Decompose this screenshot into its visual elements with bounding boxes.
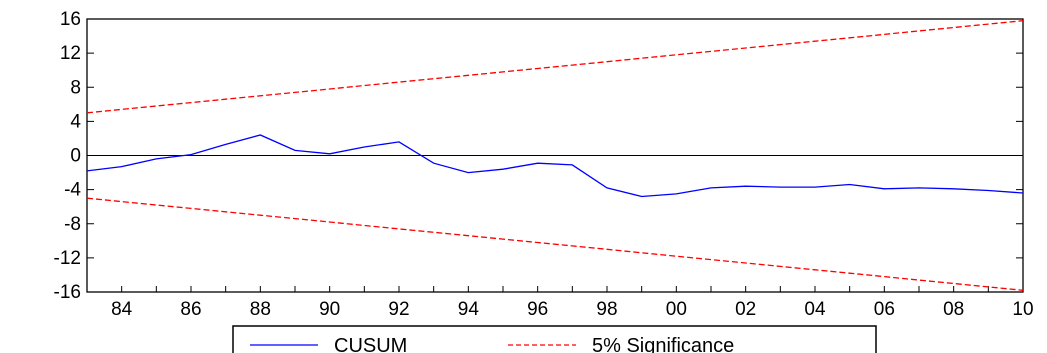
x-tick-label: 96 (527, 299, 548, 320)
x-tick-label: 94 (458, 299, 480, 320)
x-tick-label: 92 (388, 299, 409, 320)
y-tick-label: -8 (64, 214, 81, 235)
y-tick-label: -4 (64, 180, 81, 201)
x-tick-label: 86 (180, 299, 201, 320)
y-tick-label: 0 (70, 146, 81, 167)
y-tick-label: 8 (70, 77, 81, 98)
upper-significance-line (86, 20, 1024, 114)
y-tick-label: 16 (60, 9, 81, 30)
legend: CUSUM 5% Significance (232, 325, 877, 353)
legend-cusum-label: CUSUM (334, 335, 407, 353)
x-tick-label: 84 (111, 299, 133, 320)
x-tick-label: 88 (250, 299, 271, 320)
y-tick-label: 4 (70, 111, 81, 132)
cusum-line (86, 134, 1024, 198)
x-tick-label: 10 (1012, 299, 1033, 320)
x-tick-label: 08 (943, 299, 964, 320)
x-tick-label: 04 (804, 299, 826, 320)
legend-significance-label: 5% Significance (592, 335, 734, 353)
x-tick-label: 06 (874, 299, 895, 320)
x-tick-label: 00 (666, 299, 687, 320)
x-tick-label: 98 (596, 299, 617, 320)
y-tick-label: -16 (54, 282, 81, 303)
legend-box (232, 325, 877, 353)
x-tick-label: 90 (319, 299, 340, 320)
y-tick-label: 12 (60, 43, 81, 64)
x-tick-label: 02 (735, 299, 756, 320)
lower-significance-line (86, 197, 1024, 291)
y-tick-label: -12 (54, 248, 81, 269)
